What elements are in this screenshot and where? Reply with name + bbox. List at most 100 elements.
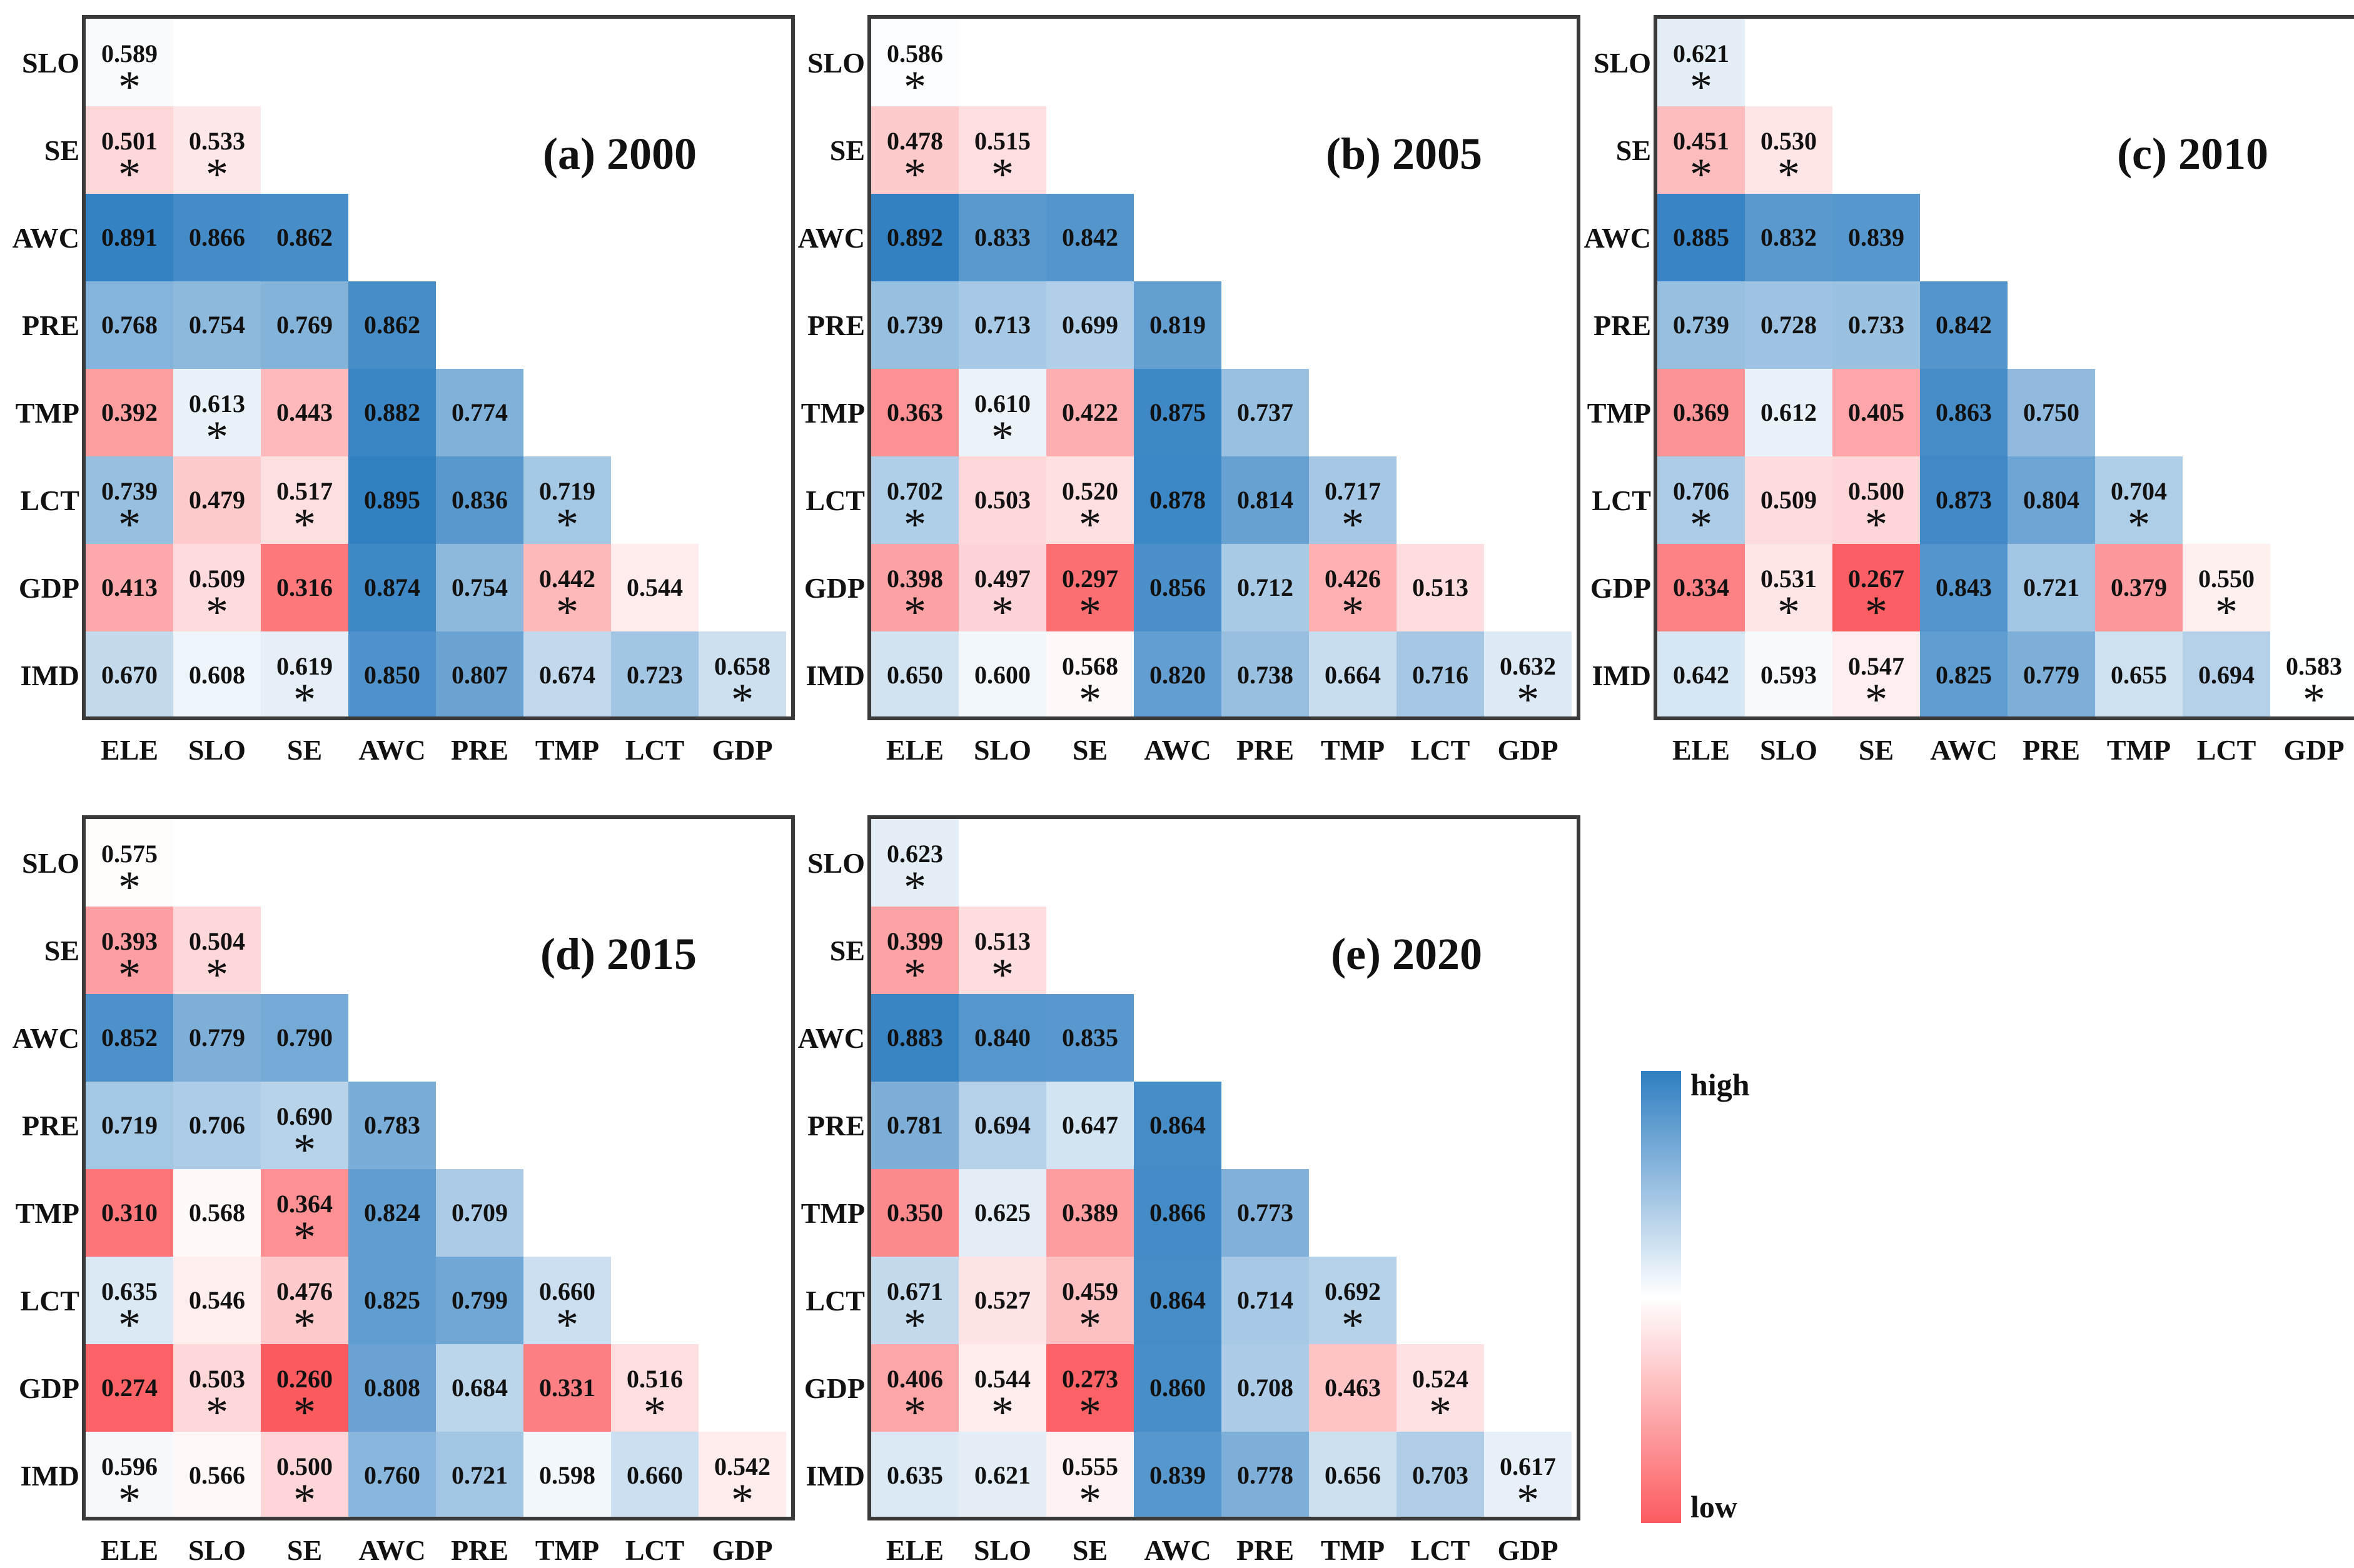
significance-star: * [206, 412, 228, 462]
y-tick-label: LCT [806, 485, 865, 516]
y-tick-label: GDP [804, 572, 865, 604]
heatmap-cell [1657, 631, 1745, 719]
cell-value-label: 0.754 [189, 311, 245, 339]
cell-value-label: 0.671 [887, 1277, 943, 1305]
significance-star: * [1777, 149, 1800, 199]
significance-star: * [1341, 1300, 1364, 1350]
heatmap-cell [261, 544, 348, 631]
heatmap-cell [86, 106, 173, 194]
y-tick-label: AWC [798, 222, 865, 254]
heatmap-cell [261, 1169, 348, 1257]
x-tick-label: SLO [188, 734, 246, 766]
heatmap-cell [1745, 544, 1832, 631]
panel-frame [82, 815, 795, 1520]
heatmap-cell [261, 369, 348, 456]
x-tick-label: LCT [625, 1534, 685, 1566]
y-tick-label: SLO [22, 847, 79, 879]
cell-value-label: 0.825 [364, 1286, 420, 1314]
significance-star: * [1690, 149, 1712, 199]
cell-value-label: 0.839 [1848, 223, 1904, 251]
heatmap-cell [1745, 281, 1832, 369]
cell-value-label: 0.774 [452, 398, 508, 426]
cell-value-label: 0.642 [1673, 661, 1729, 689]
heatmap-cell [348, 456, 436, 544]
cell-value-label: 0.706 [189, 1111, 245, 1139]
cell-value-label: 0.739 [101, 477, 158, 505]
cell-value-label: 0.608 [189, 661, 245, 689]
cell-value-label: 0.891 [101, 223, 158, 251]
heatmap-cell [1745, 194, 1832, 281]
cell-value-label: 0.874 [364, 573, 420, 601]
cell-value-label: 0.550 [2198, 565, 2255, 593]
cell-value-label: 0.274 [101, 1374, 158, 1402]
cell-value-label: 0.717 [1325, 477, 1381, 505]
cell-value-label: 0.267 [1848, 565, 1904, 593]
cell-value-label: 0.260 [276, 1365, 333, 1393]
cell-value-label: 0.873 [1936, 486, 1992, 514]
cell-value-label: 0.379 [2111, 573, 2167, 601]
significance-star: * [556, 500, 578, 550]
x-tick-label: AWC [1144, 1534, 1211, 1566]
heatmap-cell [871, 907, 959, 994]
heatmap-cell [871, 819, 959, 907]
cell-value-label: 0.542 [714, 1452, 770, 1480]
cell-value-label: 0.712 [1237, 573, 1293, 601]
significance-star: * [293, 1387, 316, 1437]
heatmap-cell [1745, 369, 1832, 456]
heatmap-cell [173, 281, 261, 369]
y-tick-label: PRE [1594, 309, 1651, 341]
significance-star: * [904, 62, 926, 112]
cell-value-label: 0.544 [974, 1365, 1031, 1393]
cell-value-label: 0.835 [1062, 1023, 1118, 1052]
cell-value-label: 0.310 [101, 1199, 158, 1227]
cell-value-label: 0.650 [887, 661, 943, 689]
y-tick-label: LCT [20, 485, 79, 516]
cell-value-label: 0.840 [974, 1023, 1031, 1052]
significance-star: * [118, 62, 141, 112]
cell-value-label: 0.476 [276, 1277, 333, 1305]
cell-value-label: 0.451 [1673, 127, 1729, 155]
panel-frame [867, 15, 1580, 720]
y-tick-label: PRE [22, 1110, 79, 1142]
heatmap-cell [261, 281, 348, 369]
y-tick-label: AWC [13, 1022, 79, 1054]
cell-value-label: 0.773 [1237, 1199, 1293, 1227]
heatmap-cell [173, 194, 261, 281]
significance-star: * [904, 500, 926, 550]
heatmap-cell [261, 456, 348, 544]
significance-star: * [731, 675, 754, 725]
x-tick-label: AWC [1930, 734, 1997, 766]
cell-value-label: 0.635 [887, 1461, 943, 1489]
heatmap-cell [871, 544, 959, 631]
heatmap-cell [261, 1432, 348, 1519]
heatmap-cell [871, 1082, 959, 1169]
cell-value-label: 0.690 [276, 1102, 333, 1130]
cell-value-label: 0.613 [189, 389, 245, 418]
x-tick-label: TMP [2107, 734, 2171, 766]
cell-value-label: 0.721 [2023, 573, 2079, 601]
cell-value-label: 0.703 [1412, 1461, 1468, 1489]
cell-value-label: 0.878 [1149, 486, 1206, 514]
significance-star: * [118, 500, 141, 550]
cell-value-label: 0.754 [452, 573, 508, 601]
cell-value-label: 0.596 [101, 1452, 158, 1480]
heatmap-cell [1920, 544, 2008, 631]
heatmap-cell [86, 1082, 173, 1169]
significance-star: * [206, 587, 228, 637]
significance-star: * [118, 1300, 141, 1350]
heatmap-cell [959, 631, 1046, 719]
heatmap-cell [1309, 631, 1397, 719]
cell-value-label: 0.463 [1325, 1374, 1381, 1402]
x-tick-label: TMP [1321, 734, 1385, 766]
y-tick-label: GDP [19, 572, 79, 604]
cell-value-label: 0.836 [452, 486, 508, 514]
y-tick-label: GDP [1590, 572, 1651, 604]
heatmap-cell [1046, 1082, 1134, 1169]
heatmap-cell [173, 544, 261, 631]
cell-value-label: 0.864 [1149, 1111, 1206, 1139]
cell-value-label: 0.699 [1062, 311, 1118, 339]
heatmap-cell [871, 994, 959, 1082]
colorbar-gradient [1641, 1071, 1681, 1523]
significance-star: * [118, 1475, 141, 1525]
